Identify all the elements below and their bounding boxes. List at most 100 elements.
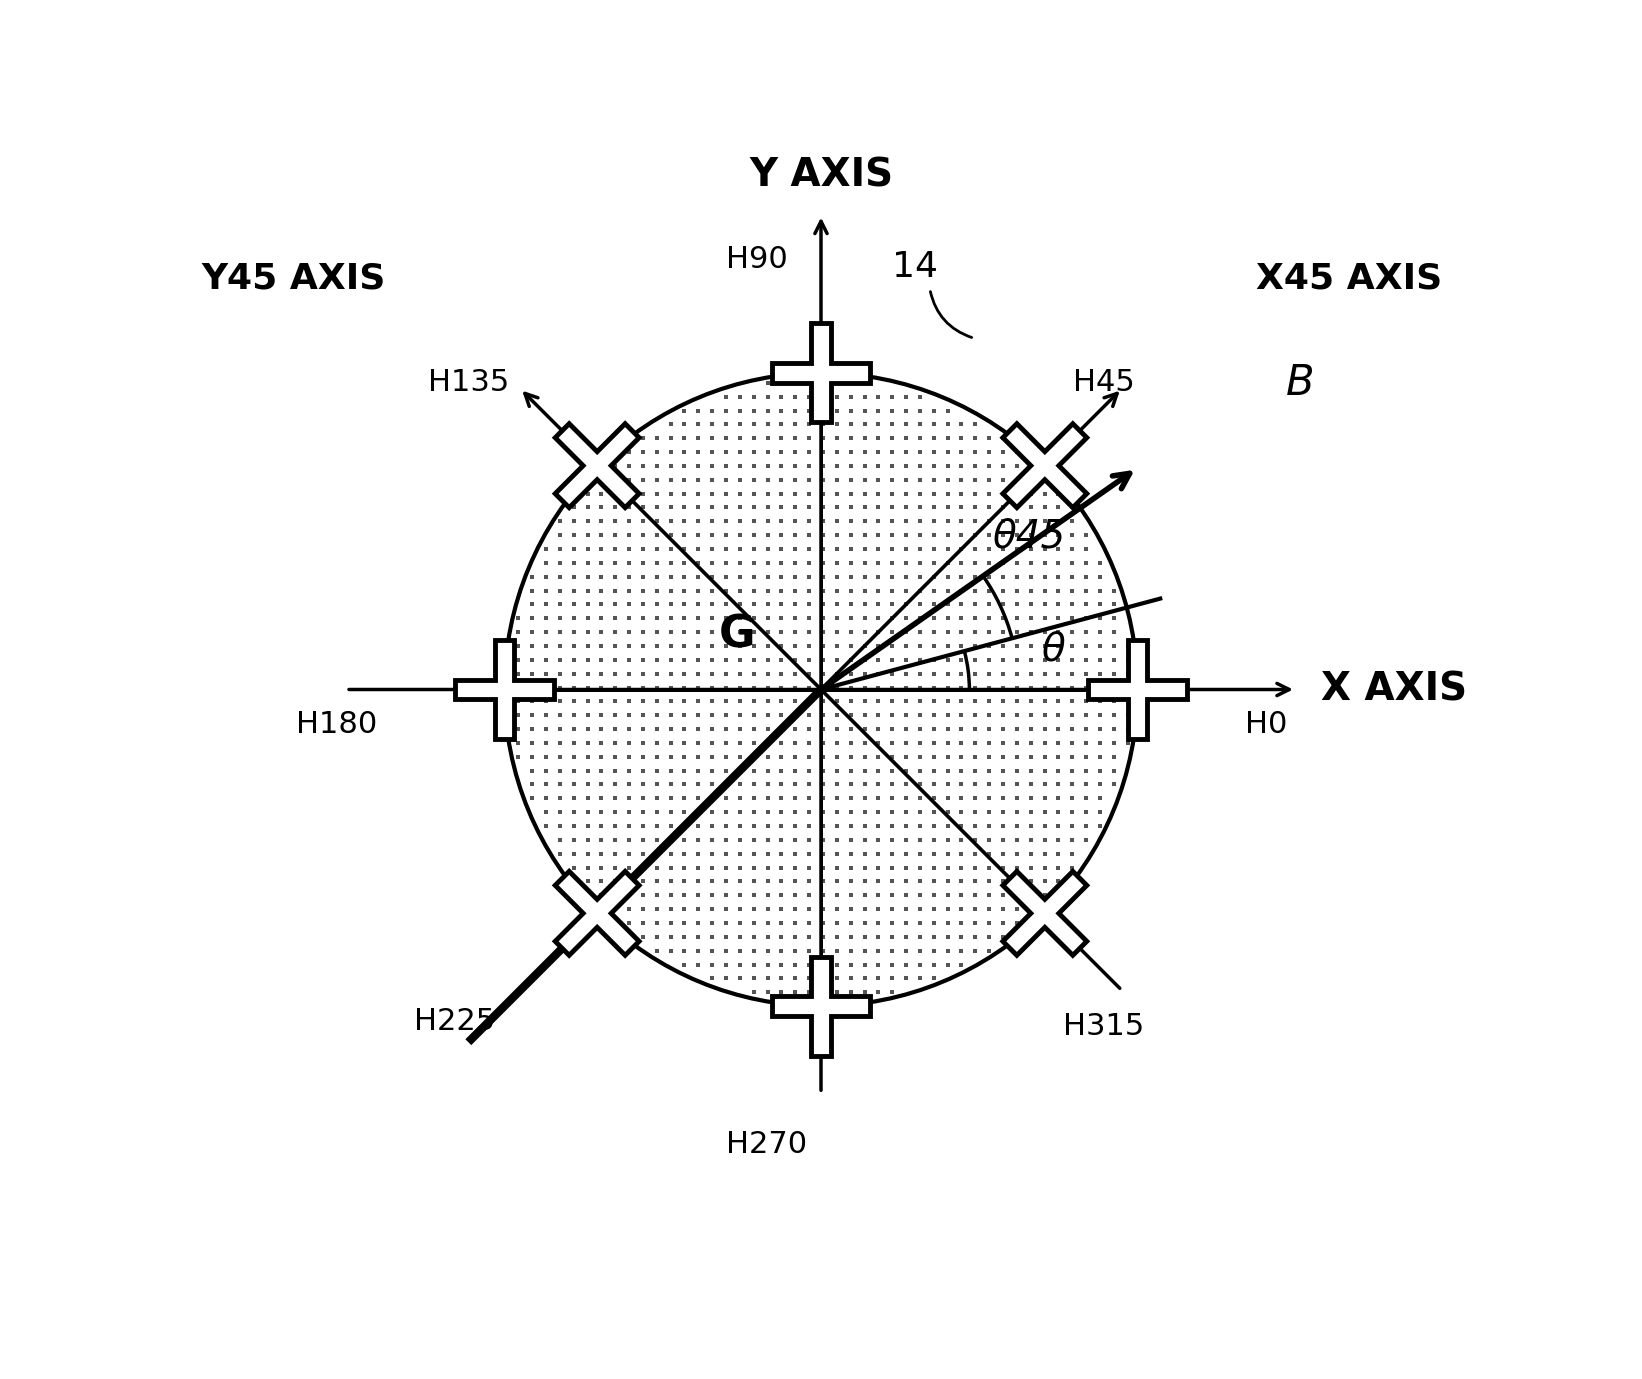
Point	[810, 427, 836, 450]
Point	[588, 677, 614, 699]
Point	[796, 870, 823, 892]
Point	[796, 483, 823, 505]
Point	[1072, 593, 1098, 615]
Point	[796, 691, 823, 713]
Point	[837, 634, 864, 656]
Point	[975, 732, 1002, 754]
Point	[631, 801, 657, 823]
Point	[713, 552, 739, 574]
Point	[741, 593, 767, 615]
Point	[713, 538, 739, 560]
Point	[824, 607, 851, 629]
Point	[644, 510, 670, 532]
Point	[796, 469, 823, 491]
Point	[865, 884, 892, 906]
Point	[644, 579, 670, 601]
Point	[560, 634, 586, 656]
Point	[893, 705, 920, 727]
Point	[616, 801, 642, 823]
Point	[588, 593, 614, 615]
Point	[727, 912, 754, 934]
Point	[575, 746, 601, 768]
Point	[934, 579, 961, 601]
Point	[934, 953, 961, 975]
Point	[741, 663, 767, 685]
Point	[878, 705, 905, 727]
Point	[824, 386, 851, 408]
Point	[657, 663, 683, 685]
Point	[1059, 677, 1085, 699]
Point	[906, 705, 933, 727]
Point	[575, 774, 601, 796]
Point	[1046, 607, 1072, 629]
Point	[893, 400, 920, 422]
Point	[1059, 621, 1085, 643]
Point	[768, 441, 795, 463]
Point	[837, 829, 864, 851]
Point	[519, 621, 545, 643]
Point	[990, 787, 1016, 809]
Point	[754, 607, 780, 629]
Point	[865, 746, 892, 768]
Point	[631, 427, 657, 450]
Point	[949, 760, 975, 782]
Point	[796, 912, 823, 934]
Point	[837, 953, 864, 975]
Point	[878, 538, 905, 560]
Point	[616, 760, 642, 782]
Point	[672, 593, 698, 615]
Point	[644, 634, 670, 656]
Point	[865, 870, 892, 892]
Point	[975, 441, 1002, 463]
Point	[754, 634, 780, 656]
Point	[810, 579, 836, 601]
Point	[810, 787, 836, 809]
Point	[865, 593, 892, 615]
Point	[878, 510, 905, 532]
Point	[603, 496, 629, 519]
Point	[560, 856, 586, 878]
Point	[657, 856, 683, 878]
Point	[1046, 746, 1072, 768]
Point	[949, 510, 975, 532]
Point	[1031, 787, 1057, 809]
Point	[547, 774, 573, 796]
Point	[878, 925, 905, 947]
Point	[782, 718, 808, 741]
Point	[575, 607, 601, 629]
Point	[810, 967, 836, 989]
Point	[741, 469, 767, 491]
Point	[878, 677, 905, 699]
Point	[588, 691, 614, 713]
Point	[824, 801, 851, 823]
Point	[768, 677, 795, 699]
Point	[603, 455, 629, 477]
Text: θ: θ	[1041, 632, 1066, 669]
Point	[1003, 718, 1030, 741]
Point	[1115, 691, 1141, 713]
Point	[1018, 884, 1044, 906]
Point	[1003, 801, 1030, 823]
Point	[754, 760, 780, 782]
Point	[657, 774, 683, 796]
Point	[644, 593, 670, 615]
Point	[934, 718, 961, 741]
Point	[893, 469, 920, 491]
Point	[699, 552, 726, 574]
Point	[575, 663, 601, 685]
Point	[782, 524, 808, 546]
Point	[893, 939, 920, 961]
Point	[810, 953, 836, 975]
Point	[824, 939, 851, 961]
Point	[782, 621, 808, 643]
Point	[990, 705, 1016, 727]
Point	[588, 705, 614, 727]
Point	[962, 455, 988, 477]
Point	[962, 593, 988, 615]
Point	[672, 705, 698, 727]
Point	[727, 441, 754, 463]
Point	[547, 843, 573, 865]
Point	[975, 483, 1002, 505]
Point	[616, 815, 642, 837]
Point	[575, 634, 601, 656]
